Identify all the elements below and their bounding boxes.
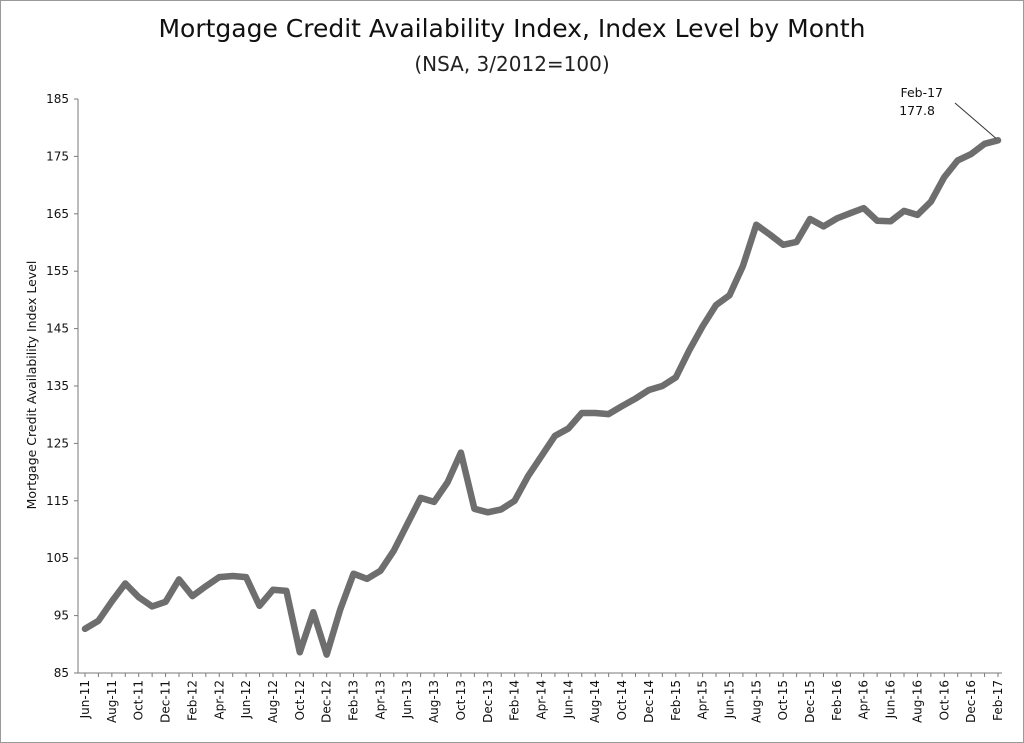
y-tick-label: 95 — [54, 609, 69, 623]
x-tick-label: Aug-15 — [749, 680, 763, 723]
x-tick-label: Oct-16 — [937, 680, 951, 720]
axes — [74, 98, 1002, 677]
chart-title: Mortgage Credit Availability Index, Inde… — [158, 14, 866, 43]
x-tick-label: Oct-12 — [293, 680, 307, 720]
x-tick-label: Jun-13 — [400, 680, 414, 719]
annotation-label: Feb-17 — [900, 85, 943, 100]
x-tick-label: Apr-16 — [857, 680, 871, 720]
x-tick-label: Jun-11 — [78, 680, 92, 719]
y-tick-label: 185 — [46, 92, 69, 106]
y-tick-label: 165 — [46, 207, 69, 221]
x-tick-label: Aug-14 — [588, 680, 602, 723]
x-tick-label: Dec-15 — [803, 680, 817, 723]
y-tick-label: 105 — [46, 551, 69, 565]
x-tick-label: Oct-15 — [776, 680, 790, 720]
annotation-group: Feb-17 177.8 — [899, 85, 997, 139]
x-tick-label: Feb-12 — [185, 680, 199, 721]
x-tick-label: Oct-13 — [454, 680, 468, 720]
x-tick-label: Dec-12 — [320, 680, 334, 723]
x-tick-label: Aug-12 — [266, 680, 280, 723]
x-tick-label: Feb-13 — [347, 680, 361, 721]
annotation-leader-line — [954, 102, 997, 139]
x-tick-label: Aug-11 — [105, 680, 119, 723]
x-tick-label: Aug-13 — [427, 680, 441, 723]
x-tick-label: Feb-16 — [830, 680, 844, 721]
y-tick-labels: 85 95 105 115 125 135 145 155 165 175 185 — [46, 92, 69, 680]
x-tick-label: Oct-11 — [132, 680, 146, 720]
y-tick-label: 85 — [54, 666, 69, 680]
y-tick-label: 115 — [46, 494, 69, 508]
y-tick-label: 175 — [46, 149, 69, 163]
x-tick-label: Apr-15 — [696, 680, 710, 720]
x-tick-label: Jun-16 — [884, 680, 898, 719]
x-tick-label: Feb-17 — [991, 680, 1005, 721]
x-tick-label: Jun-12 — [239, 680, 253, 719]
y-tick-label: 145 — [46, 322, 69, 336]
x-tick-label: Oct-14 — [615, 680, 629, 720]
x-tick-label: Jun-14 — [561, 680, 575, 719]
x-tick-label: Feb-14 — [508, 680, 522, 721]
y-axis-label: Mortgage Credit Availability Index Level — [24, 261, 39, 510]
y-tick-label: 135 — [46, 379, 69, 393]
series-line — [81, 137, 1002, 658]
y-tick-label: 155 — [46, 264, 69, 278]
series-group — [81, 137, 1002, 658]
x-tick-label: Aug-16 — [910, 680, 924, 723]
y-tick-label: 125 — [46, 436, 69, 450]
x-tick-label: Dec-14 — [642, 680, 656, 723]
x-tick-label: Dec-16 — [964, 680, 978, 723]
x-tick-label: Dec-13 — [481, 680, 495, 723]
x-tick-label: Jun-15 — [722, 680, 736, 719]
x-tick-label: Dec-11 — [159, 680, 173, 723]
annotation-value: 177.8 — [899, 103, 935, 118]
x-tick-label: Apr-13 — [373, 680, 387, 720]
chart-subtitle: (NSA, 3/2012=100) — [414, 52, 610, 76]
x-tick-label: Apr-12 — [212, 680, 226, 720]
x-tick-label: Apr-14 — [535, 680, 549, 720]
x-tick-label: Feb-15 — [669, 680, 683, 721]
x-tick-labels: Jun-11 Aug-11 Oct-11 Dec-11 Feb-12 Apr-12 Jun-… — [78, 680, 1005, 723]
